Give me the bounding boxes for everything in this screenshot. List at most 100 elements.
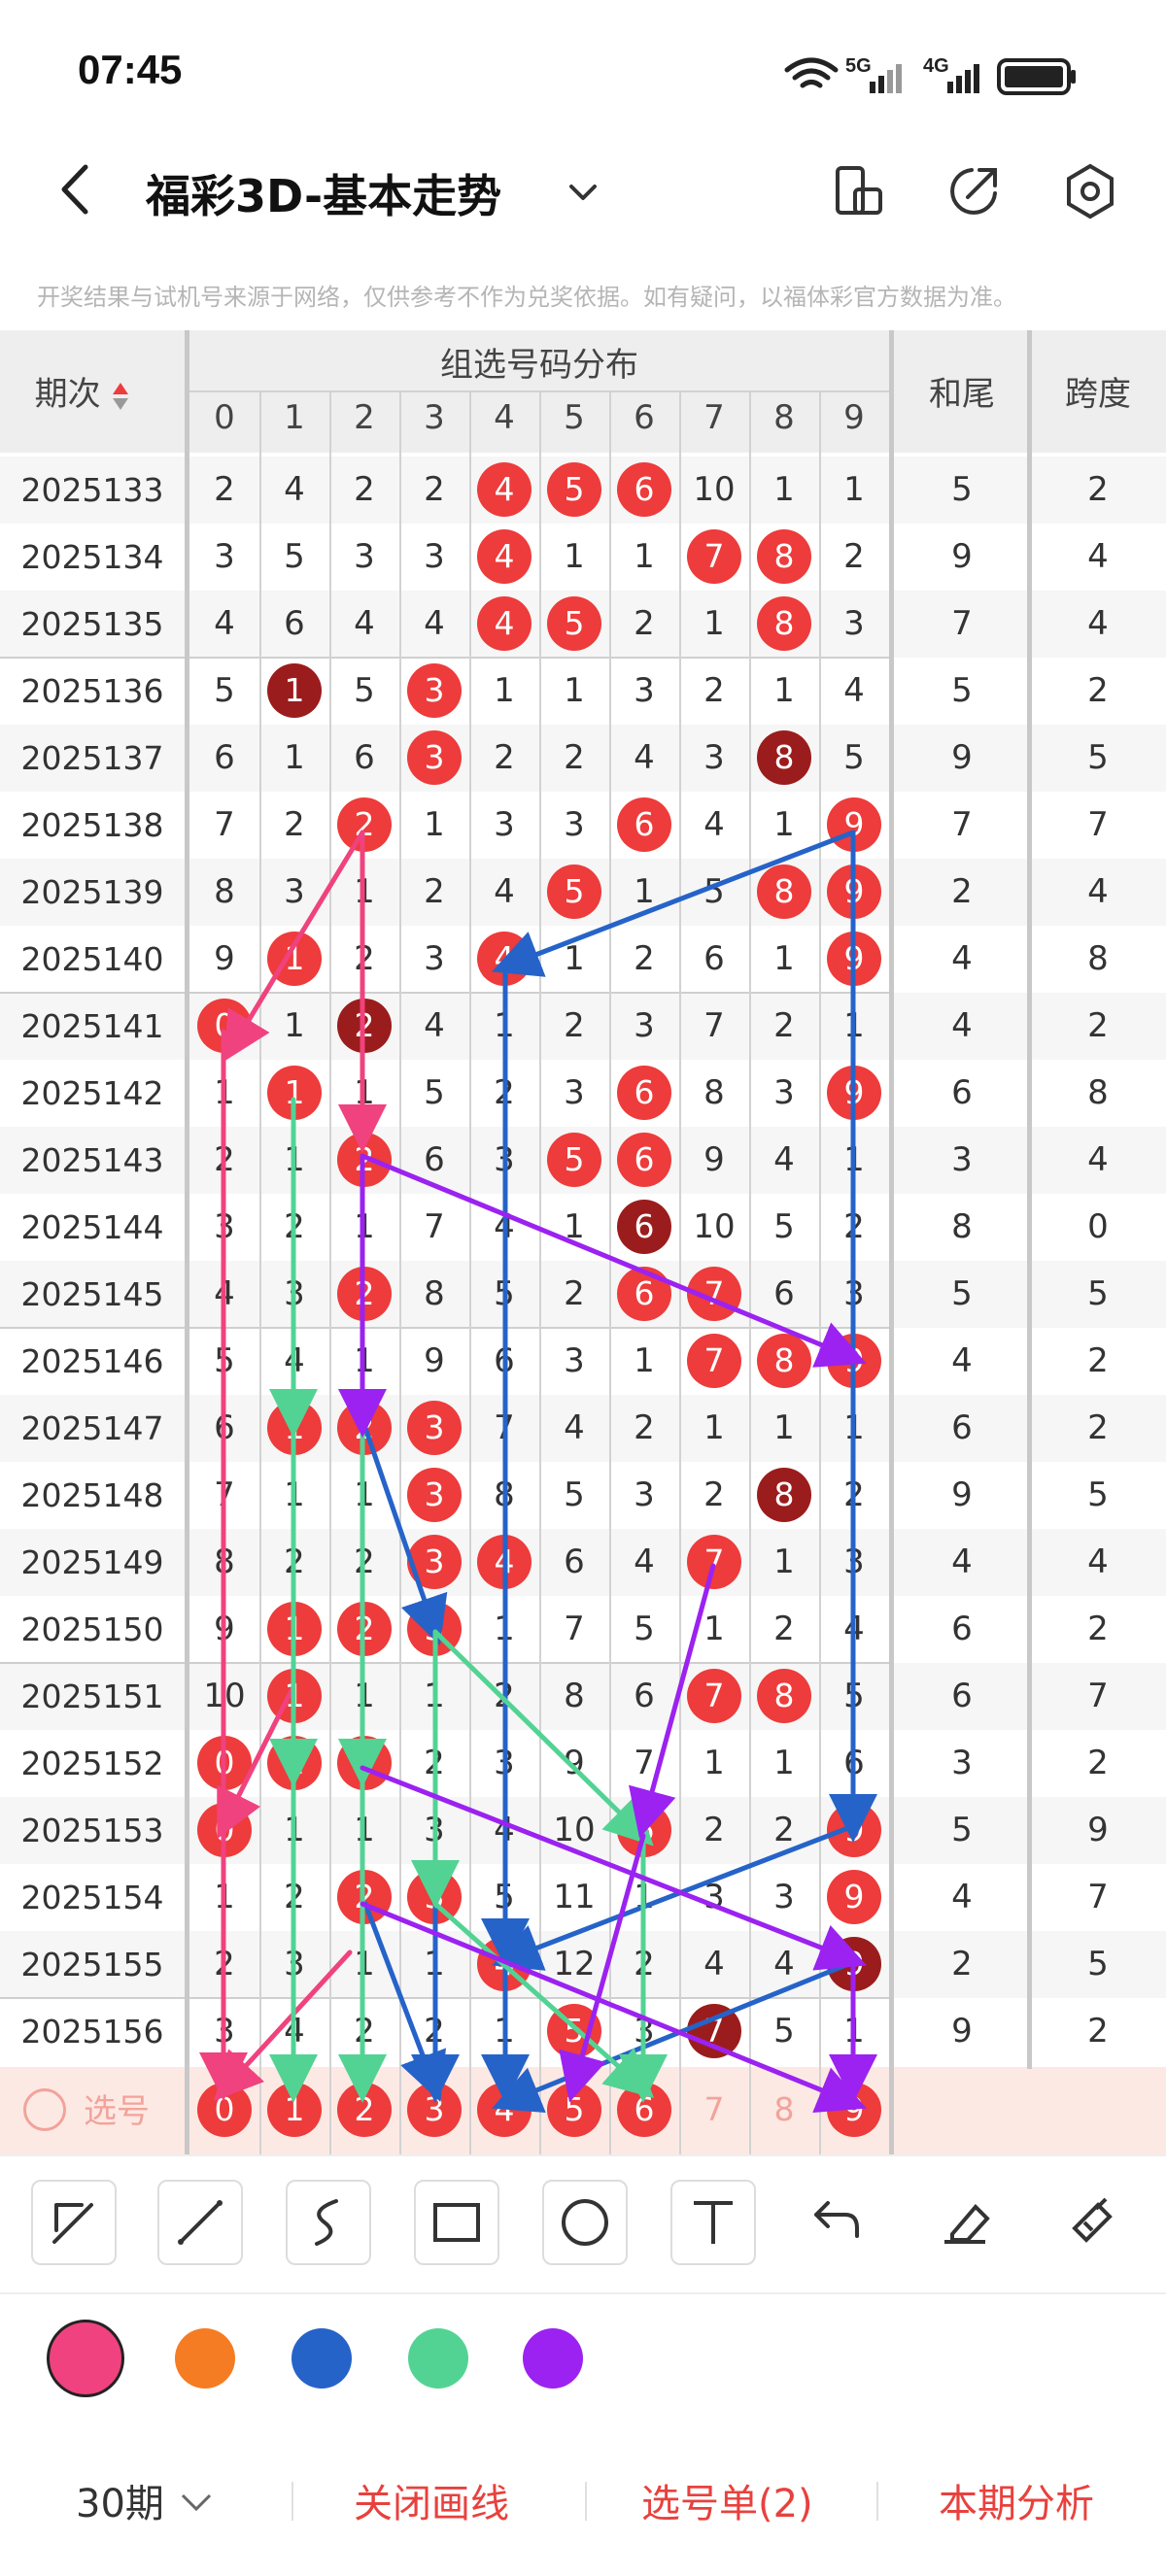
period-cell: 2025149	[20, 1543, 164, 1581]
settings-button[interactable]	[1059, 160, 1121, 222]
omission-cell: 1	[424, 805, 445, 844]
pick-ball[interactable]: 7	[703, 2090, 725, 2128]
omission-cell: 3	[214, 2012, 235, 2051]
share-button[interactable]	[943, 160, 1005, 222]
hit-ball: 7	[687, 1535, 741, 1589]
back-icon[interactable]	[47, 155, 105, 223]
curve-tool[interactable]	[286, 2180, 371, 2265]
clear-icon[interactable]	[1049, 2180, 1131, 2261]
pick-ball[interactable]: 5	[547, 2083, 601, 2137]
pick-ball[interactable]: 2	[337, 2083, 392, 2137]
pick-row-checkbox[interactable]	[23, 2088, 66, 2131]
settings-icon[interactable]	[1059, 160, 1121, 222]
omission-cell: 1	[843, 1408, 865, 1447]
sum-tail-cell: 9	[951, 738, 973, 777]
pick-ball[interactable]: 0	[197, 2083, 252, 2137]
omission-cell: 1	[354, 1207, 375, 1246]
hit-ball: 9	[827, 932, 881, 986]
sum-tail-cell: 7	[951, 805, 973, 844]
undo-icon[interactable]	[795, 2180, 876, 2261]
eraser-tool[interactable]	[923, 2180, 1005, 2261]
text-icon[interactable]	[672, 2182, 754, 2263]
omission-cell: 1	[773, 805, 795, 844]
select-arrow-icon[interactable]	[33, 2182, 115, 2263]
period-cell: 2025135	[20, 605, 164, 643]
line-tool[interactable]	[157, 2180, 243, 2265]
omission-cell: 1	[354, 872, 375, 911]
omission-cell: 3	[703, 1878, 725, 1916]
omission-cell: 2	[494, 738, 515, 777]
omission-cell: 5	[843, 738, 865, 777]
share-icon[interactable]	[943, 160, 1005, 222]
sort-icon[interactable]	[111, 379, 130, 414]
omission-cell: 1	[773, 1542, 795, 1581]
purple-color-swatch[interactable]	[523, 2328, 583, 2389]
close-lines-button[interactable]: 关闭画线	[354, 2482, 509, 2526]
text-tool[interactable]	[670, 2180, 756, 2265]
wifi-icon	[784, 57, 839, 88]
omission-cell: 2	[843, 1207, 865, 1246]
omission-cell: 11	[553, 1878, 596, 1916]
line-icon[interactable]	[159, 2182, 241, 2263]
group-separator	[0, 1327, 894, 1329]
eraser-icon[interactable]	[923, 2180, 1005, 2261]
omission-cell: 1	[703, 1744, 725, 1782]
sum-tail-cell: 9	[951, 537, 973, 576]
hit-ball: 6	[617, 1133, 671, 1187]
blue-color-swatch[interactable]	[292, 2328, 352, 2389]
chevron-down-icon[interactable]	[177, 2488, 216, 2517]
omission-cell: 2	[703, 671, 725, 710]
rectangle-tool[interactable]	[414, 2180, 499, 2265]
omission-cell: 1	[773, 470, 795, 509]
phone-rotate-icon[interactable]	[826, 160, 888, 222]
omission-cell: 1	[354, 1945, 375, 1983]
pick-ball[interactable]: 9	[827, 2083, 881, 2137]
hit-ball: 2	[337, 1602, 392, 1656]
omission-cell: 2	[354, 1542, 375, 1581]
rectangle-icon[interactable]	[416, 2182, 497, 2263]
net-5g-label: 5G	[845, 55, 872, 77]
span-cell: 7	[1087, 805, 1109, 844]
period-header[interactable]: 期次	[0, 367, 165, 415]
hit-ball: 9	[827, 1870, 881, 1924]
select-arrow-tool[interactable]	[31, 2180, 117, 2265]
hit-ball: 9	[827, 1937, 881, 1991]
omission-cell: 6	[214, 1408, 235, 1447]
title-dropdown[interactable]	[564, 173, 602, 212]
pick-ball[interactable]: 8	[773, 2090, 795, 2128]
pick-ball[interactable]: 6	[617, 2083, 671, 2137]
omission-cell: 7	[634, 1744, 655, 1782]
column-divider	[679, 390, 681, 2160]
period-count-select[interactable]: 30期	[76, 2472, 216, 2528]
pick-ball[interactable]: 1	[267, 2083, 322, 2137]
span-cell: 4	[1087, 1140, 1109, 1179]
pick-list-button[interactable]: 选号单(2)	[641, 2482, 813, 2526]
analysis-button[interactable]: 本期分析	[939, 2482, 1094, 2526]
period-count-label[interactable]: 30期	[76, 2482, 164, 2526]
circle-tool[interactable]	[542, 2180, 628, 2265]
back-button[interactable]	[47, 155, 105, 223]
green-color-swatch[interactable]	[408, 2328, 468, 2389]
table-row: 2025152 0 1 2 2 3 9 7 1 1 6 3 2	[0, 1730, 1166, 1797]
digit-header: 1	[284, 398, 305, 437]
span-cell: 9	[1087, 1811, 1109, 1849]
hit-ball: 8	[757, 1669, 811, 1723]
omission-cell: 6	[284, 604, 305, 643]
page-title[interactable]: 福彩3D-基本走势	[146, 170, 502, 222]
sum-tail-header: 和尾	[929, 375, 995, 414]
pick-ball[interactable]: 4	[477, 2083, 532, 2137]
chevron-down-icon[interactable]	[564, 173, 602, 212]
curve-icon[interactable]	[288, 2182, 369, 2263]
omission-cell: 2	[703, 1475, 725, 1514]
omission-cell: 1	[634, 872, 655, 911]
circle-icon[interactable]	[544, 2182, 626, 2263]
clear-tool[interactable]	[1049, 2180, 1131, 2261]
pick-ball[interactable]: 3	[407, 2083, 462, 2137]
orange-color-swatch[interactable]	[175, 2328, 235, 2389]
table-row: 2025148 7 1 1 3 8 5 3 2 8 2 9 5	[0, 1462, 1166, 1529]
rotate-screen-button[interactable]	[826, 160, 888, 222]
undo-tool[interactable]	[795, 2180, 876, 2261]
table-row: 2025139 8 3 1 2 4 5 1 5 8 9 2 4	[0, 859, 1166, 926]
pink-color-swatch[interactable]	[47, 2320, 124, 2397]
hit-ball: 3	[407, 1870, 462, 1924]
